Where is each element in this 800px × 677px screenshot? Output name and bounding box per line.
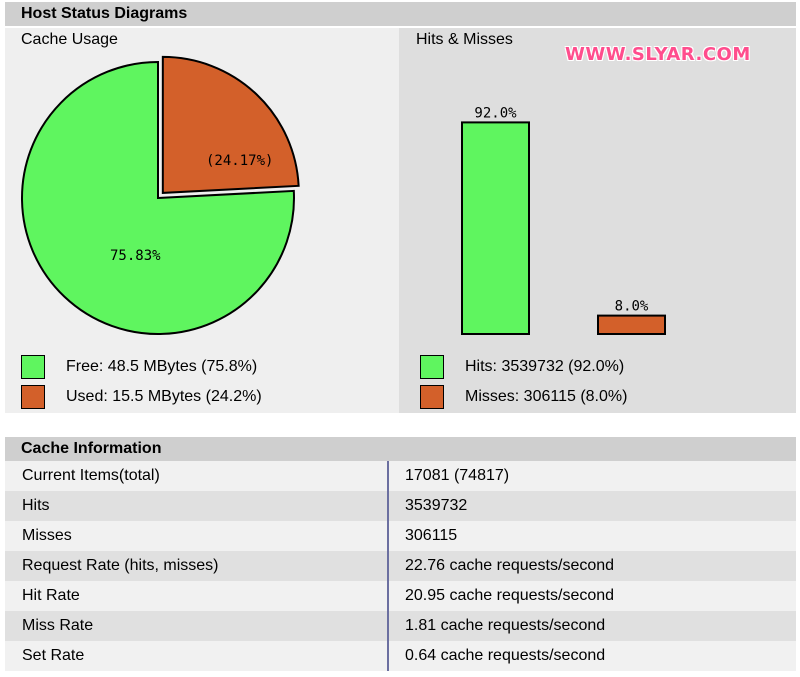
cache-info-table: Current Items(total) 17081 (74817) Hits … — [5, 461, 796, 671]
table-row: Set Rate 0.64 cache requests/second — [5, 641, 796, 671]
cache-usage-pie-chart: 75.83% (24.17%) — [21, 55, 300, 335]
table-row: Miss Rate 1.81 cache requests/second — [5, 611, 796, 641]
bar-label-hits: 92.0% — [474, 105, 517, 121]
row-label: Request Rate (hits, misses) — [22, 557, 219, 574]
legend-used-swatch — [21, 385, 45, 409]
host-status-header: Host Status Diagrams — [5, 2, 796, 26]
row-value: 3539732 — [387, 491, 796, 521]
row-label: Misses — [22, 527, 72, 544]
row-label: Current Items(total) — [22, 467, 160, 484]
row-label: Hit Rate — [22, 587, 80, 604]
legend-misses: Misses: 306115 (8.0%) — [420, 385, 627, 409]
row-label: Set Rate — [22, 647, 85, 664]
cache-info-title: Cache Information — [21, 440, 162, 457]
legend-hits-label: Hits: 3539732 (92.0%) — [465, 358, 625, 375]
legend-misses-label: Misses: 306115 (8.0%) — [465, 388, 628, 405]
host-status-title: Host Status Diagrams — [21, 5, 188, 22]
hits-misses-bar-chart: 92.0% 8.0% — [461, 105, 666, 336]
row-label: Miss Rate — [22, 617, 94, 634]
pie-label-free: 75.83% — [110, 248, 161, 264]
watermark: WWW.SLYAR.COM — [565, 44, 751, 65]
legend-used: Used: 15.5 MBytes (24.2%) — [21, 385, 262, 409]
legend-used-label: Used: 15.5 MBytes (24.2%) — [66, 388, 262, 405]
legend-free: Free: 48.5 MBytes (75.8%) — [21, 355, 257, 379]
cache-usage-title: Cache Usage — [21, 31, 118, 48]
pie-slice-free — [21, 60, 295, 335]
hits-misses-title: Hits & Misses — [416, 31, 513, 48]
bar-label-misses: 8.0% — [615, 299, 649, 315]
bar-hits — [461, 121, 530, 336]
legend-free-label: Free: 48.5 MBytes (75.8%) — [66, 358, 258, 375]
row-value: 306115 — [387, 521, 796, 551]
legend-free-swatch — [21, 355, 45, 379]
pie-label-used: (24.17%) — [206, 153, 273, 169]
row-value: 20.95 cache requests/second — [387, 581, 796, 611]
legend-hits-swatch — [420, 355, 444, 379]
bar-misses — [597, 314, 666, 336]
table-row: Misses 306115 — [5, 521, 796, 551]
table-row: Current Items(total) 17081 (74817) — [5, 461, 796, 491]
row-value: 17081 (74817) — [387, 461, 796, 491]
row-label: Hits — [22, 497, 50, 514]
row-value: 22.76 cache requests/second — [387, 551, 796, 581]
pie-slice-used — [161, 55, 300, 194]
host-status-diagrams: Cache Usage 75.83% (24.17%) Free: 48.5 MB… — [5, 28, 796, 413]
cache-usage-panel: Cache Usage 75.83% (24.17%) Free: 48.5 MB… — [5, 28, 399, 413]
row-value: 1.81 cache requests/second — [387, 611, 796, 641]
table-row: Hits 3539732 — [5, 491, 796, 521]
table-row: Request Rate (hits, misses) 22.76 cache … — [5, 551, 796, 581]
legend-misses-swatch — [420, 385, 444, 409]
table-row: Hit Rate 20.95 cache requests/second — [5, 581, 796, 611]
cache-info-header: Cache Information — [5, 437, 796, 461]
legend-hits: Hits: 3539732 (92.0%) — [420, 355, 624, 379]
row-value: 0.64 cache requests/second — [387, 641, 796, 671]
hits-misses-panel: Hits & Misses 92.0% 8.0% Hits: 3539732 (9… — [400, 28, 796, 413]
